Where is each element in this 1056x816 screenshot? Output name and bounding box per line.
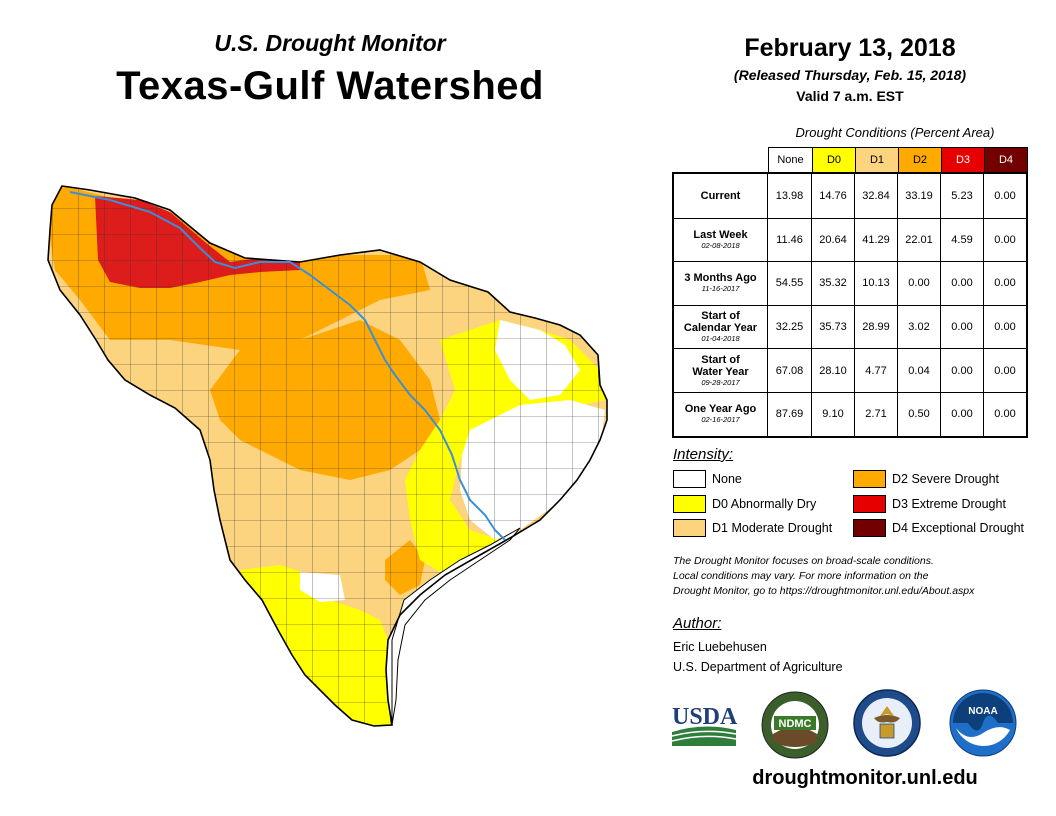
value-cell: 13.98	[775, 189, 804, 202]
row-label: Last Week 02-08-2018	[674, 218, 768, 262]
river-line	[69, 191, 506, 541]
col-d4-header: D4	[984, 148, 1027, 172]
value-cell: 28.99	[854, 305, 897, 349]
table-row: Last Week 02-08-2018 11.46 20.64 41.29 22…	[674, 217, 1026, 262]
col-d3-header: D3	[941, 148, 984, 172]
value-cell: 35.32	[811, 262, 854, 305]
author-info: Eric Luebehusen U.S. Department of Agric…	[673, 637, 843, 677]
value-cell: 5.23	[940, 174, 983, 218]
value-cell: 41.29	[854, 218, 897, 262]
legend-item-d0: D0 Abnormally Dry	[673, 495, 816, 513]
col-d2-header: D2	[898, 148, 941, 172]
value-cell: 54.55	[775, 277, 804, 290]
value-cell: 0.00	[983, 174, 1026, 218]
value-cell: 32.25	[775, 321, 804, 334]
value-cell: 33.19	[897, 174, 940, 218]
usda-logo: USDA	[671, 704, 738, 746]
value-cell: 9.10	[811, 392, 854, 436]
release-date: (Released Thursday, Feb. 15, 2018)	[733, 67, 967, 83]
legend-swatch	[853, 470, 886, 488]
valid-date: February 13, 2018	[744, 34, 956, 62]
row-label: Start of Water Year 09-28-2017	[674, 349, 768, 392]
value-cell: 0.00	[940, 349, 983, 392]
value-cell: 32.84	[854, 174, 897, 218]
col-none-header: None	[777, 154, 804, 166]
value-cell: 0.04	[897, 349, 940, 392]
table-caption: Drought Conditions (Percent Area)	[795, 125, 995, 140]
drought-map	[47, 185, 608, 727]
value-cell: 20.64	[811, 218, 854, 262]
value-cell: 4.59	[940, 218, 983, 262]
footer-url[interactable]: droughtmonitor.unl.edu	[752, 767, 978, 789]
col-d0-header: D0	[812, 148, 855, 172]
value-cell: 14.76	[811, 174, 854, 218]
value-cell: 0.00	[940, 392, 983, 436]
map-title: Texas-Gulf Watershed	[116, 64, 544, 108]
value-cell: 0.00	[940, 305, 983, 349]
value-cell: 28.10	[811, 349, 854, 392]
value-cell: 0.00	[983, 218, 1026, 262]
author-org: U.S. Department of Agriculture	[673, 660, 843, 674]
table-row: 3 Months Ago 11-16-2017 54.55 35.32 10.13…	[674, 261, 1026, 305]
legend-item-d2: D2 Severe Drought	[853, 470, 999, 488]
row-label: One Year Ago 02-16-2017	[674, 392, 768, 436]
row-label: Start of Calendar Year 01-04-2018	[674, 305, 768, 349]
row-label: 3 Months Ago 11-16-2017	[674, 262, 768, 305]
ndmc-logo: NDMC	[761, 691, 829, 759]
value-cell: 3.02	[897, 305, 940, 349]
value-cell: 4.77	[854, 349, 897, 392]
value-cell: 87.69	[775, 408, 804, 421]
table-header-row: None D0 D1 D2 D3 D4	[768, 147, 1028, 173]
county-lines	[48, 186, 607, 726]
col-d1-header: D1	[855, 148, 898, 172]
legend-item-none: None	[673, 470, 742, 488]
row-label: Current	[674, 174, 768, 218]
value-cell: 11.46	[776, 233, 803, 246]
table-row: Start of Calendar Year 01-04-2018 32.25 3…	[674, 304, 1026, 349]
author-heading: Author:	[673, 615, 722, 632]
value-cell: 0.00	[983, 305, 1026, 349]
table-row: Start of Water Year 09-28-2017 67.08 28.1…	[674, 348, 1026, 392]
commerce-seal-logo	[853, 689, 921, 757]
value-cell: 10.13	[854, 262, 897, 305]
legend-swatch	[853, 519, 886, 537]
map-subtitle: U.S. Drought Monitor	[214, 30, 446, 56]
legend-swatch	[853, 495, 886, 513]
table-row: Current 13.98 14.76 32.84 33.19 5.23 0.0…	[674, 174, 1026, 218]
valid-time: Valid 7 a.m. EST	[796, 88, 904, 104]
value-cell: 0.50	[897, 392, 940, 436]
disclaimer-note: The Drought Monitor focuses on broad-sca…	[673, 555, 975, 597]
watershed-boundary	[47, 185, 608, 727]
table-row: One Year Ago 02-16-2017 87.69 9.10 2.71 0…	[674, 391, 1026, 436]
value-cell: 0.00	[983, 349, 1026, 392]
value-cell: 35.73	[811, 305, 854, 349]
legend-item-d4: D4 Exceptional Drought	[853, 519, 1024, 537]
svg-text:NOAA: NOAA	[968, 706, 997, 717]
legend-swatch	[673, 519, 706, 537]
svg-text:NDMC: NDMC	[779, 718, 812, 730]
author-name: Eric Luebehusen	[673, 640, 767, 654]
value-cell: 67.08	[775, 364, 804, 377]
svg-text:USDA: USDA	[672, 704, 738, 730]
table-body: Current 13.98 14.76 32.84 33.19 5.23 0.0…	[672, 172, 1028, 438]
legend-swatch	[673, 495, 706, 513]
legend-item-d1: D1 Moderate Drought	[673, 519, 832, 537]
value-cell: 2.71	[854, 392, 897, 436]
legend-heading: Intensity:	[673, 446, 734, 463]
value-cell: 0.00	[940, 262, 983, 305]
value-cell: 0.00	[983, 262, 1026, 305]
legend-swatch	[673, 470, 706, 488]
coastal-bays	[391, 527, 521, 726]
value-cell: 0.00	[897, 262, 940, 305]
value-cell: 0.00	[983, 392, 1026, 436]
legend-item-d3: D3 Extreme Drought	[853, 495, 1006, 513]
noaa-logo: NOAA	[949, 689, 1017, 757]
value-cell: 22.01	[897, 218, 940, 262]
